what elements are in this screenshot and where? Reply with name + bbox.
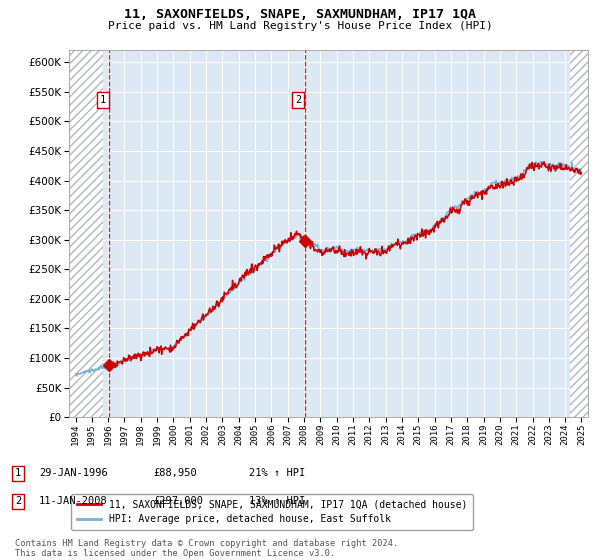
Text: £88,950: £88,950 — [153, 468, 197, 478]
Bar — [570, 50, 588, 417]
Text: 11-JAN-2008: 11-JAN-2008 — [39, 496, 108, 506]
Text: 2: 2 — [295, 95, 301, 105]
Text: 1: 1 — [15, 468, 21, 478]
Text: 11, SAXONFIELDS, SNAPE, SAXMUNDHAM, IP17 1QA: 11, SAXONFIELDS, SNAPE, SAXMUNDHAM, IP17… — [124, 8, 476, 21]
Bar — [69, 50, 103, 417]
Text: 21% ↑ HPI: 21% ↑ HPI — [249, 468, 305, 478]
Text: 2: 2 — [15, 496, 21, 506]
Text: £297,000: £297,000 — [153, 496, 203, 506]
Text: Contains HM Land Registry data © Crown copyright and database right 2024.
This d: Contains HM Land Registry data © Crown c… — [15, 539, 398, 558]
Legend: 11, SAXONFIELDS, SNAPE, SAXMUNDHAM, IP17 1QA (detached house), HPI: Average pric: 11, SAXONFIELDS, SNAPE, SAXMUNDHAM, IP17… — [71, 493, 473, 530]
Text: 13% ↑ HPI: 13% ↑ HPI — [249, 496, 305, 506]
Text: 29-JAN-1996: 29-JAN-1996 — [39, 468, 108, 478]
Text: Price paid vs. HM Land Registry's House Price Index (HPI): Price paid vs. HM Land Registry's House … — [107, 21, 493, 31]
Text: 1: 1 — [100, 95, 106, 105]
